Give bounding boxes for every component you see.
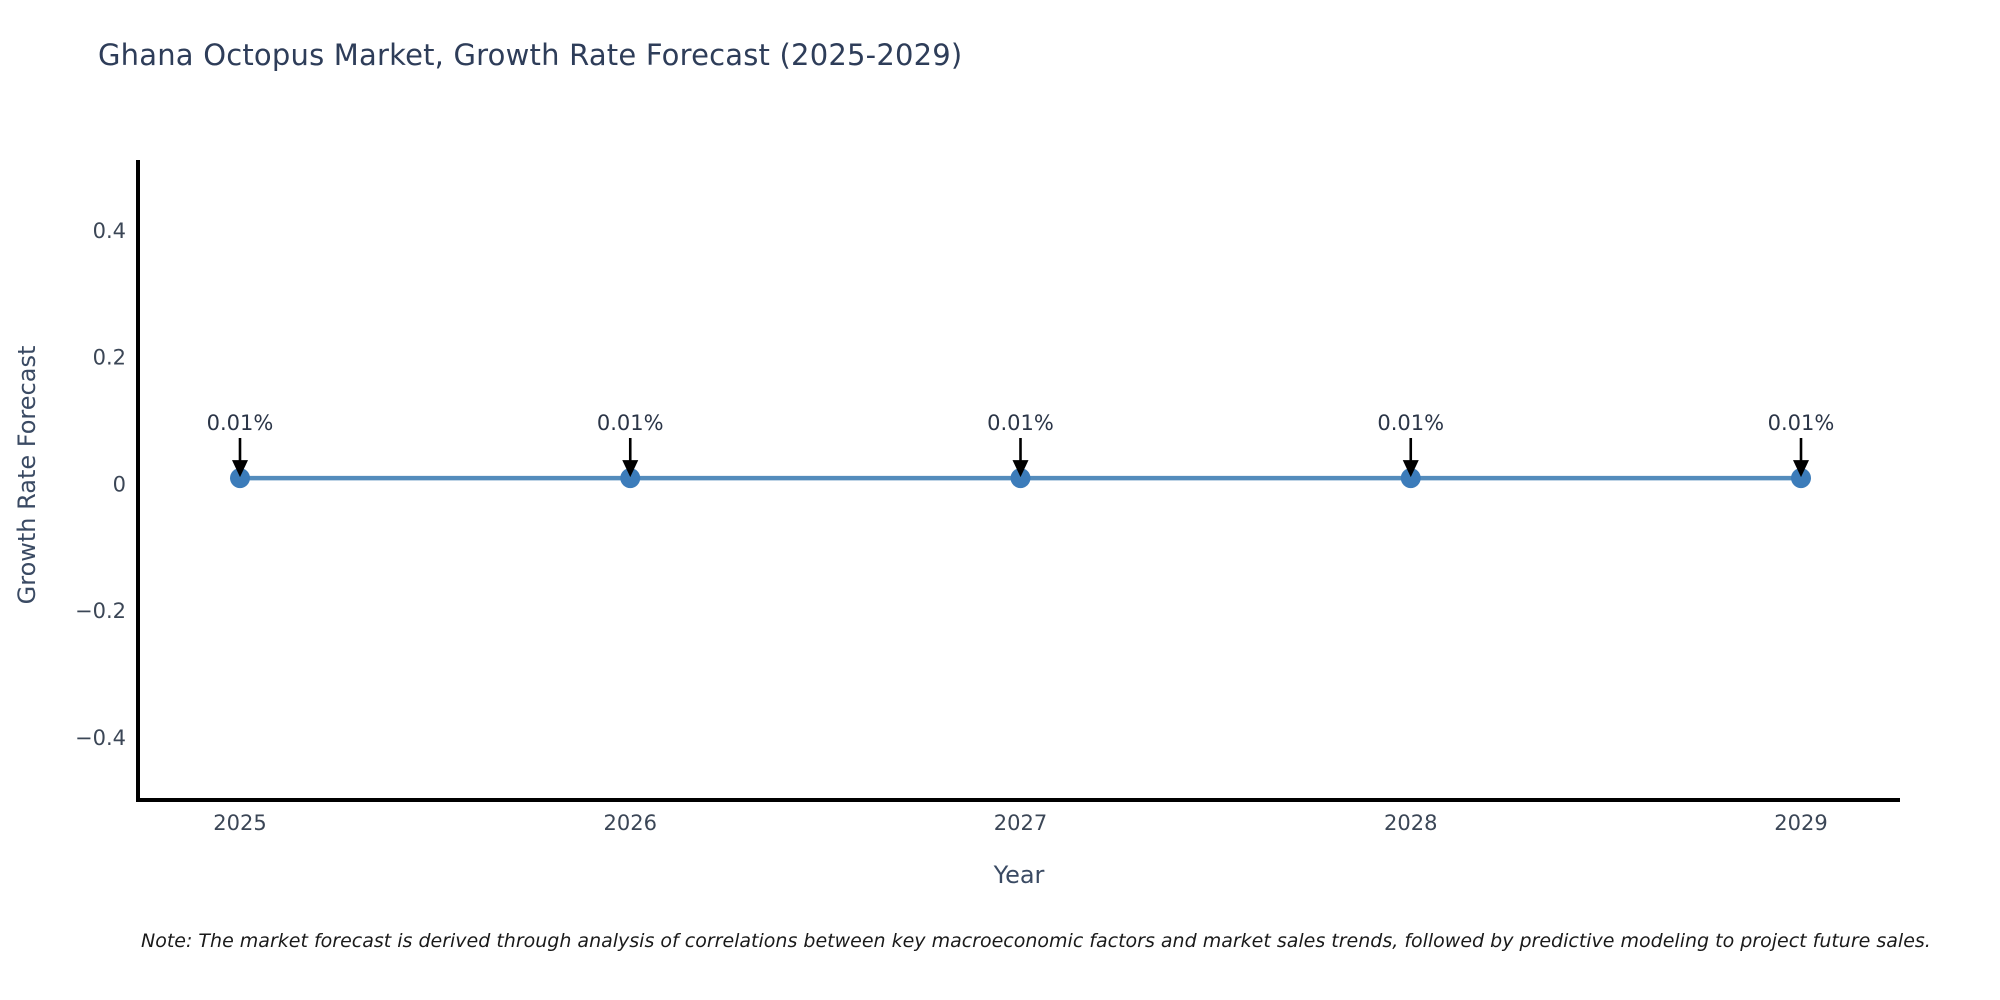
annotation-arrowhead <box>1402 460 1419 478</box>
y-tick-label: 0.2 <box>93 346 126 370</box>
data-point-marker <box>1791 468 1811 489</box>
annotation-label: 0.01% <box>597 411 664 435</box>
x-tick-label: 2025 <box>213 811 266 835</box>
annotation-label: 0.01% <box>987 411 1054 435</box>
x-tick-label: 2029 <box>1774 811 1827 835</box>
y-tick-label: −0.2 <box>75 599 126 623</box>
y-tick-label: 0 <box>113 472 126 496</box>
x-axis-title: Year <box>993 861 1045 889</box>
data-point-marker <box>1010 468 1031 489</box>
data-point-marker <box>230 468 250 489</box>
annotation-label: 0.01% <box>1377 411 1444 435</box>
data-point-marker <box>620 468 641 489</box>
annotation-arrowhead <box>1012 460 1029 478</box>
annotation-arrowhead <box>622 460 639 478</box>
y-tick-label: −0.4 <box>75 726 126 750</box>
footnote: Note: The market forecast is derived thr… <box>141 930 1931 952</box>
chart-title: Ghana Octopus Market, Growth Rate Foreca… <box>98 38 963 72</box>
annotation-label: 0.01% <box>207 411 274 435</box>
annotation-arrowhead <box>232 460 248 478</box>
annotation-label: 0.01% <box>1768 411 1835 435</box>
x-tick-label: 2028 <box>1384 811 1437 835</box>
x-tick-label: 2026 <box>604 811 657 835</box>
x-tick-label: 2027 <box>994 811 1047 835</box>
data-point-marker <box>1400 468 1421 489</box>
y-tick-label: 0.4 <box>93 219 126 243</box>
annotation-arrowhead <box>1793 460 1809 478</box>
